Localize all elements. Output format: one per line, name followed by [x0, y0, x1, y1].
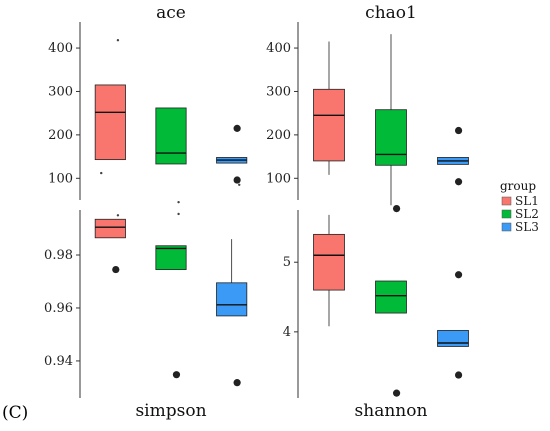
y-tick-label: 0.94: [44, 354, 73, 369]
facet-panel-shannon: 4 5 shannon: [283, 205, 469, 421]
data-point: [100, 171, 103, 175]
outlier-point: [454, 126, 463, 135]
legend-item-SL2: SL2: [501, 207, 539, 221]
y-tick-label: 300: [266, 84, 291, 99]
box-SL2: [155, 212, 187, 379]
box-SL1: [94, 214, 126, 274]
box-SL2: [375, 34, 407, 206]
facet-panel-ace: 100 200 300 400 ace: [48, 3, 248, 204]
data-point: [116, 214, 120, 217]
box-SL2: [155, 107, 187, 204]
box-iqr: [94, 84, 126, 161]
outlier-point: [233, 124, 241, 132]
box-SL3: [437, 126, 469, 186]
box-iqr: [216, 282, 248, 317]
box-SL2: [375, 205, 407, 397]
outlier-point: [392, 389, 401, 397]
legend-label: SL1: [515, 194, 539, 208]
data-point: [177, 200, 180, 204]
y-tick-label: 0.96: [44, 301, 73, 316]
legend-swatch: [501, 209, 512, 219]
y-tick-label: 4: [283, 325, 291, 340]
box-SL3: [216, 124, 248, 187]
box-iqr: [313, 233, 345, 291]
outlier-point: [454, 271, 463, 279]
box-iqr: [313, 88, 345, 162]
y-tick-label: 400: [266, 41, 291, 56]
outlier-point: [454, 371, 463, 379]
box-SL1: [313, 214, 345, 327]
box-iqr: [375, 109, 407, 166]
facet-panel-chao1: 100 200 300 400 chao1: [266, 3, 469, 206]
facet-title: chao1: [365, 3, 417, 23]
legend-swatch: [501, 222, 512, 232]
y-tick-label: 200: [266, 128, 291, 143]
facet-title: ace: [156, 3, 186, 23]
y-tick-label: 100: [48, 171, 73, 186]
legend-item-SL1: SL1: [501, 194, 539, 208]
legend-title: group: [500, 179, 536, 193]
panel-label: (C): [2, 403, 28, 423]
box-iqr: [437, 330, 469, 347]
box-SL1: [313, 41, 345, 175]
y-tick-label: 200: [48, 128, 73, 143]
box-iqr: [155, 245, 187, 270]
outlier-point: [172, 371, 181, 379]
legend-item-SL3: SL3: [501, 220, 539, 234]
y-tick-label: 0.98: [44, 248, 73, 263]
y-tick-label: 5: [283, 255, 291, 270]
facet-panels: 100 200 300 400 ace 100 200 300 400 chao1 0.94 0.96…: [44, 3, 469, 421]
outlier-point: [233, 176, 241, 184]
y-tick-label: 400: [48, 41, 73, 56]
facet-title: simpson: [135, 401, 206, 421]
y-tick-label: 100: [266, 171, 291, 186]
data-point: [116, 39, 120, 42]
facet-panel-simpson: 0.94 0.96 0.98 simpson: [44, 210, 248, 421]
outlier-point: [112, 265, 120, 274]
box-SL3: [216, 239, 248, 387]
outlier-point: [233, 379, 241, 387]
legend-label: SL3: [515, 220, 539, 234]
data-point: [238, 183, 241, 187]
y-tick-label: 300: [48, 84, 73, 99]
outlier-point: [454, 178, 463, 186]
legend-swatch: [501, 196, 512, 206]
outlier-point: [392, 205, 401, 213]
data-point: [177, 212, 180, 216]
legend-label: SL2: [515, 207, 539, 221]
box-iqr: [155, 107, 187, 165]
box-iqr: [375, 280, 407, 314]
box-SL1: [94, 39, 126, 175]
box-SL3: [437, 271, 469, 379]
box-iqr: [94, 218, 126, 239]
facet-title: shannon: [355, 401, 428, 421]
